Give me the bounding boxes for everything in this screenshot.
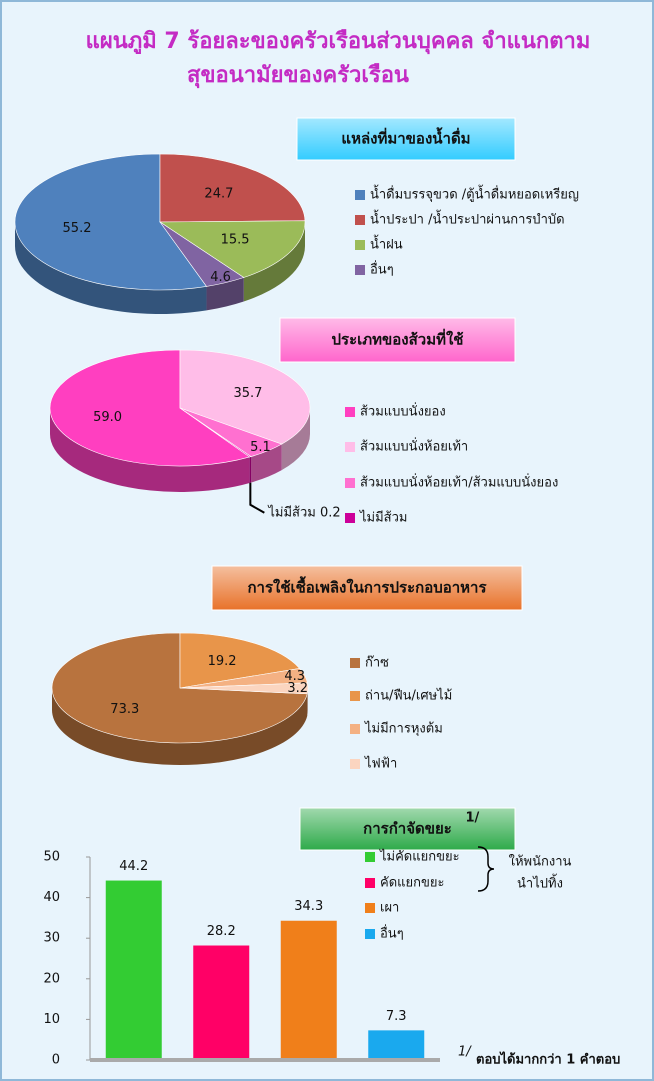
pie-slice: [14, 153, 208, 291]
title-note: 1/: [466, 811, 480, 826]
data-label: 4.6: [210, 270, 231, 285]
y-tick-label: 40: [43, 890, 60, 905]
data-label: 19.2: [208, 654, 237, 669]
legend-swatch: [365, 878, 375, 888]
legend-swatch: [365, 929, 375, 939]
legend-label: อื่นๆ: [370, 261, 394, 278]
pie-side: [251, 444, 282, 483]
pie-slice: [159, 153, 306, 223]
footnote-marker: 1/: [458, 1045, 472, 1060]
pie-slice: [49, 349, 251, 467]
footnote: ตอบได้มากกว่า 1 คำตอบ: [476, 1051, 620, 1068]
main-title: แผนภูมิ 7 ร้อยละของครัวเรือนส่วนบุคคล จำ…: [86, 29, 591, 55]
legend-label: อื่นๆ: [380, 925, 404, 942]
legend-swatch: [355, 215, 365, 225]
pie-side: [307, 688, 308, 716]
legend-label: ส้วมแบบนั่งยอง: [360, 403, 446, 420]
legend-swatch: [365, 903, 375, 913]
legend-label: ไม่มีการหุงต้ม: [364, 721, 443, 737]
legend-label: เผา: [380, 901, 399, 916]
title-box-shine: [212, 566, 522, 610]
legend-swatch: [355, 265, 365, 275]
y-tick-label: 0: [52, 1053, 60, 1068]
legend-swatch: [345, 478, 355, 488]
title-box-shine: [297, 118, 515, 160]
title-box-shine: [300, 808, 515, 850]
bar: [193, 945, 250, 1060]
y-tick-label: 50: [43, 850, 60, 865]
bar: [368, 1030, 425, 1060]
legend-swatch: [350, 724, 360, 734]
legend-label: น้ำดื่มบรรจุขวด /ตู้น้ำดื่มหยอดเหรียญ: [370, 185, 579, 203]
legend-swatch: [365, 852, 375, 862]
pie-side: [206, 277, 244, 311]
data-label: 35.7: [233, 386, 262, 401]
legend-label: คัดแยกขยะ: [380, 876, 445, 891]
title-box-shine: [280, 318, 515, 362]
legend-label: ถ่าน/ฟืน/เศษไม้: [365, 688, 452, 704]
data-label: 15.5: [221, 232, 250, 247]
data-label: ไม่มีส้วม 0.2: [267, 504, 340, 520]
legend-label: ไม่มีส้วม: [359, 510, 407, 526]
bar: [105, 880, 162, 1060]
legend-swatch: [355, 240, 365, 250]
group-label: ให้พนักงาน: [509, 854, 572, 870]
y-tick-label: 10: [43, 1012, 60, 1027]
legend-label: ส้วมแบบนั่งห้อยเท้า: [360, 438, 468, 455]
leader-line: [249, 482, 265, 514]
legend-label: ไฟฟ้า: [364, 756, 397, 772]
data-label: 34.3: [294, 899, 323, 914]
data-label: 3.2: [287, 681, 308, 696]
pie-slice: [179, 632, 301, 689]
data-label: 28.2: [207, 924, 236, 939]
legend-label: ก๊าซ: [365, 656, 389, 671]
data-label: 44.2: [119, 859, 148, 874]
chart-title: การกำจัดขยะ: [363, 820, 452, 838]
pie-slice: [179, 407, 252, 458]
pie-side: [243, 222, 305, 302]
legend-label: น้ำฝน: [370, 235, 403, 253]
group-label: นำไปทิ้ง: [517, 874, 563, 892]
chart-title: การใช้เชื้อเพลิงในการประกอบอาหาร: [247, 576, 487, 597]
pie-side: [249, 456, 252, 483]
data-label: 55.2: [63, 221, 92, 236]
legend-swatch: [355, 190, 365, 200]
pie-side: [50, 408, 250, 492]
pie-side: [281, 408, 310, 471]
chart-title: แหล่งที่มาของน้ำดื่ม: [341, 127, 470, 148]
data-label: 24.7: [204, 186, 233, 201]
legend-label: น้ำประปา /น้ำประปาผ่านการบำบัด: [370, 210, 565, 228]
legend-label: ส้วมแบบนั่งห้อยเท้า/ส้วมแบบนั่งยอง: [360, 474, 558, 491]
data-label: 73.3: [110, 702, 139, 717]
pie-slice: [179, 349, 311, 445]
brace: [477, 846, 495, 892]
pie-slice: [179, 682, 309, 695]
y-tick-label: 20: [43, 971, 60, 986]
y-tick-label: 30: [43, 931, 60, 946]
x-axis: [90, 1058, 440, 1062]
data-label: 4.3: [284, 669, 305, 684]
legend-swatch: [345, 442, 355, 452]
legend-swatch: [350, 759, 360, 769]
pie-side: [52, 688, 308, 765]
legend-swatch: [345, 407, 355, 417]
data-label: 59.0: [93, 410, 122, 425]
legend-swatch: [345, 513, 355, 523]
chart-title: ประเภทของส้วมที่ใช้: [332, 329, 464, 349]
main-title: สุขอนามัยของครัวเรือน: [187, 63, 409, 89]
bar: [280, 920, 337, 1060]
pie-slice: [159, 220, 306, 278]
pie-slice: [51, 632, 308, 744]
data-label: 7.3: [386, 1009, 407, 1024]
legend-swatch: [350, 691, 360, 701]
data-label: 5.1: [250, 440, 271, 455]
legend-swatch: [350, 658, 360, 668]
pie-side: [15, 222, 207, 314]
legend-label: ไม่คัดแยกขยะ: [379, 849, 460, 865]
pie-slice: [159, 221, 245, 287]
